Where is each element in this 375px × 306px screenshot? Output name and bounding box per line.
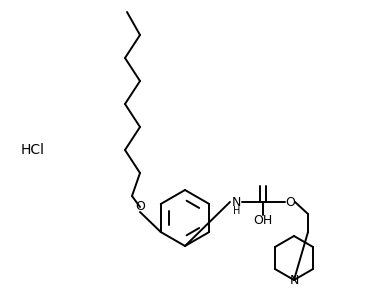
Text: HCl: HCl	[21, 143, 45, 157]
Text: O: O	[135, 200, 145, 214]
Text: N: N	[231, 196, 241, 208]
Text: N: N	[290, 274, 298, 286]
Text: O: O	[285, 196, 295, 208]
Text: H: H	[233, 206, 241, 216]
Text: OH: OH	[254, 214, 273, 226]
